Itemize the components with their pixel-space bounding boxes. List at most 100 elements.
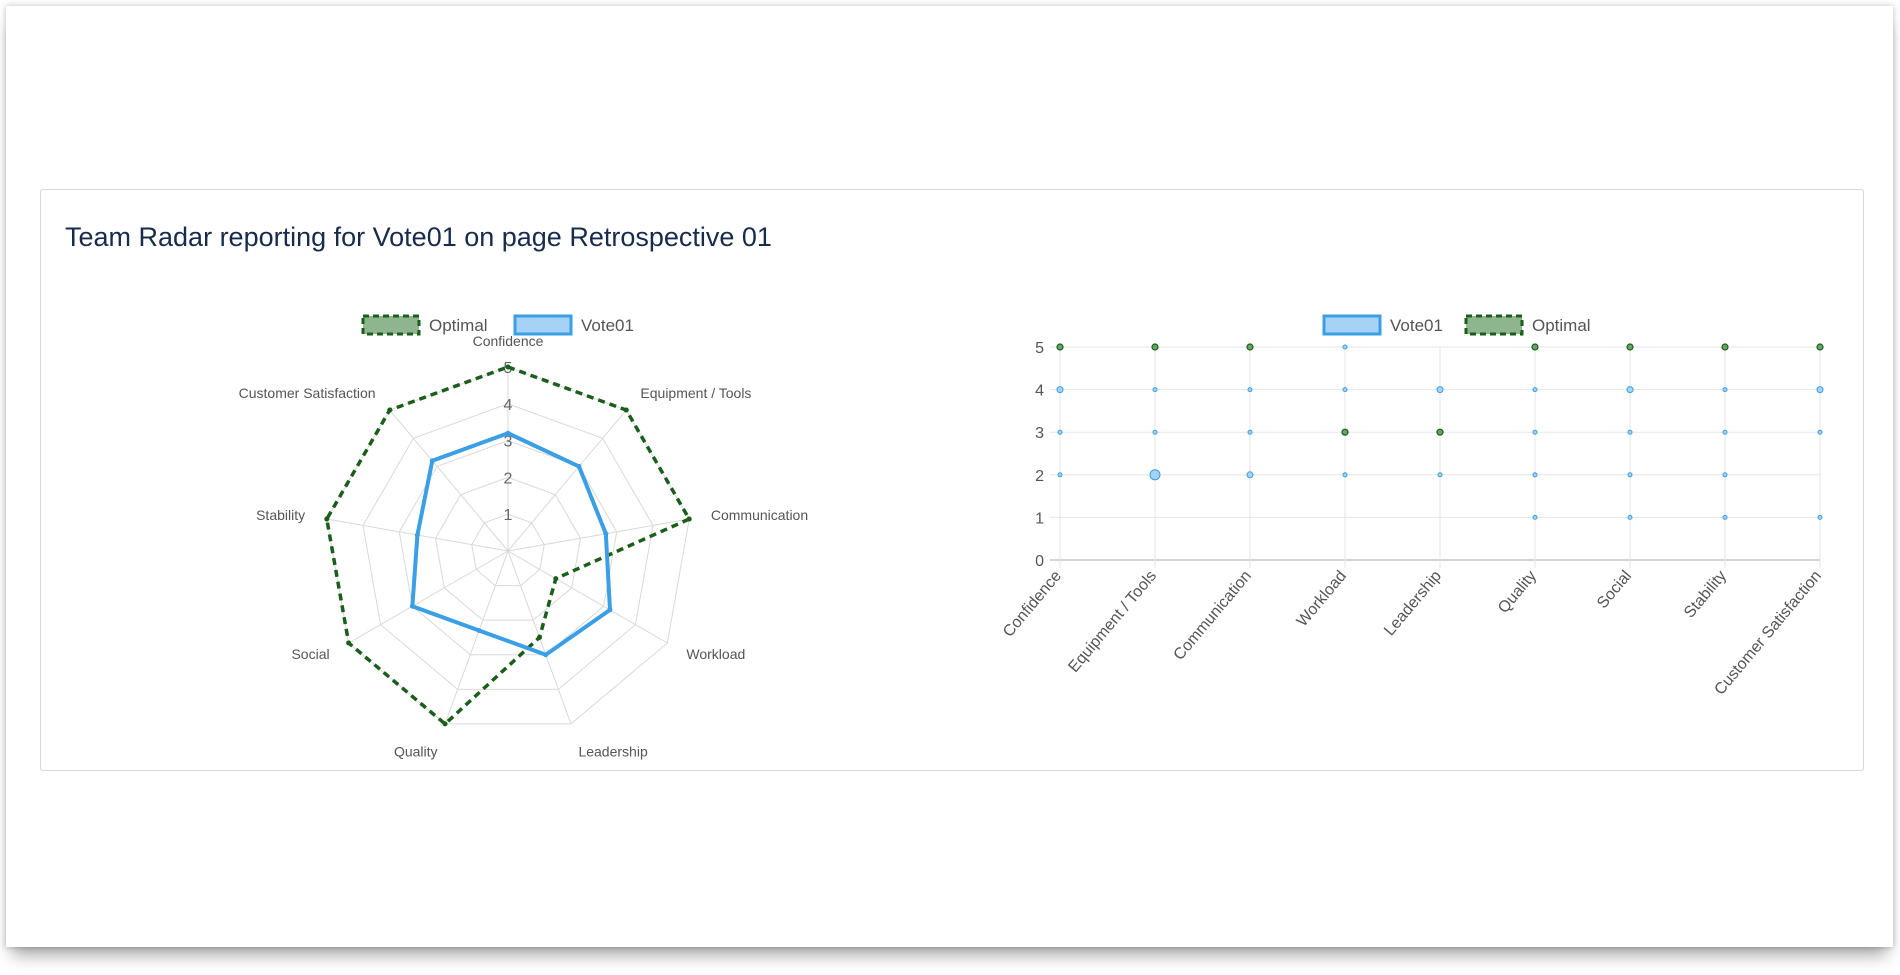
scatter-point-vote01[interactable] — [1816, 386, 1824, 394]
radar-point-vote01[interactable] — [607, 607, 613, 613]
scatter-x-tick-label-quality: Quality — [1495, 568, 1540, 617]
radar-point-vote01[interactable] — [429, 458, 435, 464]
radar-spoke — [348, 550, 509, 644]
scatter-point-vote01[interactable] — [1817, 429, 1823, 435]
radar-axis-label-stability: Stability — [256, 507, 305, 523]
radar-axis-label-workload: Workload — [686, 646, 745, 662]
scatter-point-vote01[interactable] — [1532, 429, 1538, 435]
scatter-point-vote01[interactable] — [1627, 514, 1633, 520]
scatter-point-vote01[interactable] — [1626, 386, 1634, 394]
scatter-point-vote01[interactable] — [1342, 387, 1348, 393]
legend-label: Optimal — [429, 316, 488, 335]
scatter-point-vote01[interactable] — [1722, 387, 1728, 393]
radar-point-optimal[interactable] — [442, 721, 448, 727]
radar-axis-label-quality: Quality — [394, 744, 438, 760]
legend-swatch — [361, 314, 421, 336]
radar-point-vote01[interactable] — [505, 430, 511, 436]
radar-point-optimal[interactable] — [623, 407, 629, 413]
radar-tick-label: 2 — [504, 470, 513, 487]
scatter-point-optimal[interactable] — [1721, 343, 1729, 351]
radar-point-optimal[interactable] — [505, 364, 511, 370]
radar-tick-label: 4 — [504, 397, 513, 414]
scatter-legend-vote01[interactable]: Vote01 — [1322, 314, 1443, 336]
scatter-point-optimal[interactable] — [1056, 343, 1064, 351]
radar-axis-label-leadership: Leadership — [578, 744, 647, 760]
scatter-point-vote01[interactable] — [1722, 429, 1728, 435]
scatter-point-vote01[interactable] — [1057, 472, 1063, 478]
radar-point-optimal[interactable] — [387, 407, 393, 413]
scatter-point-optimal[interactable] — [1151, 343, 1159, 351]
scatter-point-vote01[interactable] — [1342, 344, 1348, 350]
scatter-point-vote01[interactable] — [1722, 472, 1728, 478]
radar-point-vote01[interactable] — [543, 652, 549, 658]
legend-label: Vote01 — [1390, 316, 1443, 335]
scatter-point-optimal[interactable] — [1626, 343, 1634, 351]
scatter-point-vote01[interactable] — [1246, 471, 1254, 479]
scatter-point-optimal[interactable] — [1341, 428, 1349, 436]
radar-grid-ring — [434, 476, 582, 621]
radar-point-optimal[interactable] — [346, 640, 352, 646]
scatter-point-vote01[interactable] — [1436, 386, 1444, 394]
scatter-point-vote01[interactable] — [1532, 514, 1538, 520]
radar-axis-label-social: Social — [291, 646, 329, 662]
radar-axis-label-confidence: Confidence — [473, 333, 544, 349]
radar-tick-label: 1 — [504, 507, 513, 524]
scatter-point-vote01[interactable] — [1342, 472, 1348, 478]
scatter-point-vote01[interactable] — [1152, 429, 1158, 435]
scatter-x-tick-label-workload: Workload — [1294, 568, 1350, 630]
scatter-point-vote01[interactable] — [1627, 472, 1633, 478]
page-title: Team Radar reporting for Vote01 on page … — [65, 222, 772, 252]
radar-spoke — [507, 518, 690, 552]
scatter-point-vote01[interactable] — [1532, 387, 1538, 393]
scatter-point-vote01[interactable] — [1247, 387, 1253, 393]
scatter-x-tick-label-customer-satisfaction: Customer Satisfaction — [1711, 568, 1825, 699]
radar-point-optimal[interactable] — [536, 634, 542, 640]
scatter-point-vote01[interactable] — [1722, 514, 1728, 520]
radar-axis-label-equipment-tools: Equipment / Tools — [640, 385, 751, 401]
scatter-point-vote01[interactable] — [1057, 429, 1063, 435]
scatter-point-vote01[interactable] — [1152, 387, 1158, 393]
scatter-point-optimal[interactable] — [1531, 343, 1539, 351]
scatter-y-tick-label: 3 — [1035, 425, 1044, 442]
radar-axis-label-communication: Communication — [711, 507, 808, 523]
scatter-point-vote01[interactable] — [1627, 429, 1633, 435]
radar-point-optimal[interactable] — [553, 576, 559, 582]
radar-legend-optimal[interactable]: Optimal — [361, 314, 488, 336]
radar-grid-ring — [471, 513, 545, 587]
scatter-grid — [1050, 346, 1821, 568]
scatter-point-optimal[interactable] — [1436, 428, 1444, 436]
radar-series-optimal — [325, 365, 691, 726]
radar-point-optimal[interactable] — [686, 516, 692, 522]
scatter-point-vote01[interactable] — [1056, 386, 1064, 394]
scatter-y-tick-label: 1 — [1035, 510, 1044, 527]
radar-point-vote01[interactable] — [576, 463, 582, 469]
scatter-point-optimal[interactable] — [1246, 343, 1254, 351]
radar-spoke — [389, 409, 509, 552]
report-panel: Team Radar reporting for Vote01 on page … — [40, 189, 1864, 771]
scatter-x-tick-label-social: Social — [1594, 568, 1635, 612]
scatter-point-vote01[interactable] — [1149, 469, 1161, 481]
radar-tick-label: 3 — [504, 434, 513, 451]
radar-point-vote01[interactable] — [414, 532, 420, 538]
radar-axis-label-customer-satisfaction: Customer Satisfaction — [239, 385, 376, 401]
report-frame: Team Radar reporting for Vote01 on page … — [6, 6, 1893, 947]
scatter-y-tick-label: 0 — [1035, 553, 1044, 570]
radar-legend-vote01[interactable]: Vote01 — [513, 314, 634, 336]
scatter-legend-optimal[interactable]: Optimal — [1464, 314, 1591, 336]
scatter-x-tick-label-leadership: Leadership — [1381, 568, 1445, 640]
scatter-point-vote01[interactable] — [1532, 472, 1538, 478]
legend-swatch — [1464, 314, 1524, 336]
scatter-point-vote01[interactable] — [1437, 472, 1443, 478]
radar-spoke — [444, 550, 509, 725]
radar-point-vote01[interactable] — [476, 628, 482, 634]
radar-point-optimal[interactable] — [324, 516, 330, 522]
scatter-point-vote01[interactable] — [1817, 514, 1823, 520]
radar-grid-ring — [362, 403, 654, 690]
radar-point-vote01[interactable] — [409, 603, 415, 609]
radar-point-vote01[interactable] — [603, 531, 609, 537]
scatter-point-optimal[interactable] — [1816, 343, 1824, 351]
legend-swatch — [1322, 314, 1382, 336]
scatter-point-vote01[interactable] — [1247, 429, 1253, 435]
